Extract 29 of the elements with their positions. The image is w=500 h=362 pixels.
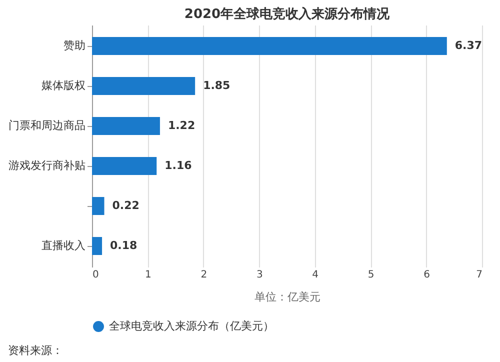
x-axis-title: 单位：亿美元 [254,290,320,304]
x-tick-label: 6 [424,270,430,280]
x-tick-label: 4 [312,270,319,280]
y-tick-label: 直播收入 [42,239,86,252]
bar [92,237,102,255]
text: 资料来源： [8,343,63,358]
bar [92,77,196,95]
y-tick-label: 赞助 [64,39,86,52]
bar [92,117,160,135]
y-tick-label: 游戏发行商补贴 [8,159,86,172]
y-tick-label: 门票和周边商品 [8,119,86,132]
y-tick-label: 媒体版权 [42,79,86,92]
x-tick-label: 0 [92,270,99,280]
data-label: 1.85 [203,79,230,92]
x-tick-label: 2 [200,270,208,280]
x-tick-label: 7 [476,270,482,280]
bar [92,197,104,215]
x-tick-label: 5 [368,270,374,280]
bar [92,157,157,175]
x-tick-label: 3 [256,270,263,280]
x-tick-label: 1 [145,270,152,280]
chart-title: 2020年全球电竞收入来源分布情况 [184,6,391,22]
data-label: 0.18 [110,239,138,252]
bar [92,37,447,55]
data-label: 1.16 [164,159,192,172]
data-label: 1.22 [168,119,196,132]
legend-label: 全球电竞收入来源分布（亿美元） [109,320,274,332]
data-label: 0.22 [112,199,140,212]
data-label: 6.37 [454,39,482,52]
